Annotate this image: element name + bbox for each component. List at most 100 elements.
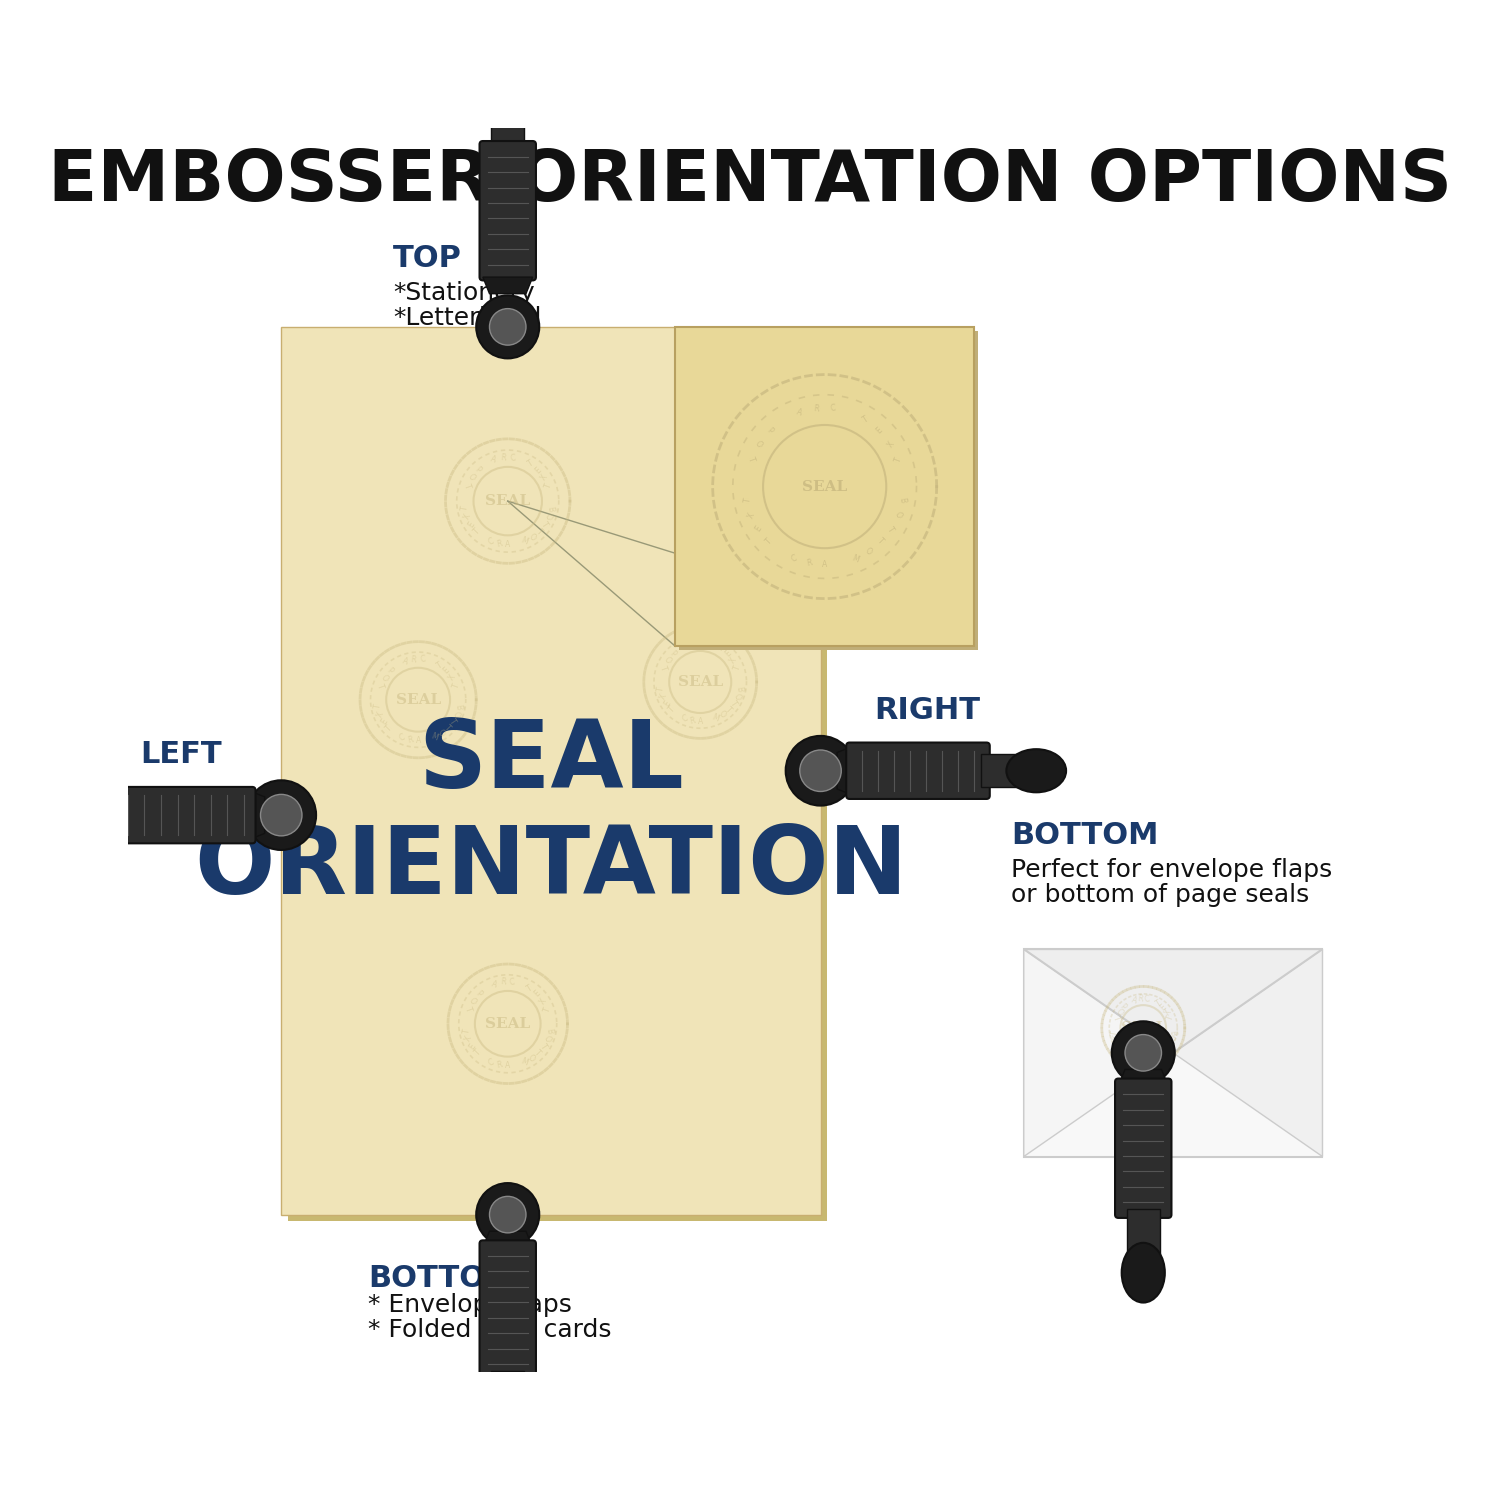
- Text: T: T: [1112, 1014, 1120, 1022]
- FancyBboxPatch shape: [490, 1371, 525, 1416]
- Text: O: O: [378, 674, 390, 682]
- Text: * Folded note cards: * Folded note cards: [369, 1318, 612, 1342]
- Text: T: T: [452, 682, 462, 690]
- Text: X: X: [747, 512, 758, 519]
- Text: T: T: [1162, 1040, 1173, 1048]
- Text: T: T: [658, 664, 668, 672]
- Text: R: R: [496, 1060, 502, 1070]
- Text: C: C: [398, 732, 406, 742]
- Text: E: E: [1114, 1040, 1124, 1048]
- FancyBboxPatch shape: [675, 327, 974, 646]
- Text: T: T: [442, 723, 452, 734]
- Text: T: T: [462, 483, 472, 490]
- Text: E: E: [466, 520, 476, 530]
- Text: SEAL: SEAL: [1120, 1022, 1166, 1035]
- Text: A: A: [1130, 996, 1137, 1005]
- FancyBboxPatch shape: [288, 333, 827, 1221]
- Text: E: E: [532, 988, 542, 999]
- Text: E: E: [442, 666, 452, 675]
- Text: T: T: [447, 717, 458, 726]
- Text: T: T: [742, 496, 753, 504]
- Text: T: T: [374, 704, 382, 710]
- Text: M: M: [520, 536, 530, 546]
- Circle shape: [489, 309, 526, 345]
- Text: O: O: [466, 996, 478, 1006]
- Text: *Letterhead: *Letterhead: [393, 306, 542, 330]
- Text: *Stationery: *Stationery: [393, 280, 536, 304]
- Text: T: T: [894, 456, 903, 464]
- Text: M: M: [850, 554, 859, 564]
- Text: T: T: [885, 525, 896, 534]
- Text: O: O: [465, 472, 477, 483]
- Text: T: T: [717, 644, 726, 654]
- Text: B: B: [897, 496, 908, 504]
- Text: C: C: [420, 654, 426, 664]
- Ellipse shape: [20, 794, 80, 837]
- Text: X: X: [447, 674, 458, 682]
- Text: T: T: [1118, 1044, 1128, 1053]
- Text: O: O: [542, 1035, 552, 1044]
- Text: A: A: [1140, 1053, 1146, 1062]
- Text: T: T: [462, 1028, 471, 1033]
- Text: O: O: [1155, 1047, 1164, 1058]
- Text: O: O: [662, 656, 672, 666]
- Text: B: B: [453, 704, 464, 710]
- Text: T: T: [1166, 1014, 1176, 1022]
- Text: P: P: [474, 988, 483, 999]
- Text: T: T: [729, 699, 738, 708]
- Text: R: R: [693, 638, 699, 648]
- Text: R: R: [500, 978, 507, 987]
- Text: BOTTOM: BOTTOM: [369, 1264, 516, 1293]
- Circle shape: [476, 296, 540, 358]
- Text: T: T: [532, 1048, 543, 1058]
- Text: X: X: [464, 1035, 474, 1042]
- Text: T: T: [460, 506, 470, 512]
- Text: X: X: [462, 513, 472, 520]
- Text: O: O: [732, 692, 742, 700]
- Polygon shape: [1024, 950, 1323, 1053]
- Text: O: O: [436, 728, 445, 738]
- Text: X: X: [1112, 1035, 1122, 1042]
- Text: C: C: [488, 1058, 495, 1068]
- Text: M: M: [1149, 1050, 1160, 1060]
- Text: T: T: [464, 1007, 474, 1013]
- Text: T: T: [1154, 998, 1162, 1008]
- Text: C: C: [1128, 1050, 1136, 1060]
- Text: T: T: [526, 459, 536, 470]
- Text: T: T: [861, 416, 870, 424]
- Text: T: T: [1110, 1030, 1119, 1036]
- Text: A: A: [822, 561, 828, 570]
- Text: SEAL: SEAL: [396, 693, 441, 706]
- Text: P: P: [386, 666, 394, 675]
- Text: T: T: [723, 705, 734, 714]
- Text: P: P: [472, 465, 482, 476]
- Text: T: T: [764, 537, 774, 546]
- FancyBboxPatch shape: [480, 141, 536, 280]
- FancyBboxPatch shape: [76, 798, 122, 831]
- Text: A: A: [506, 540, 510, 549]
- Text: A: A: [698, 717, 703, 726]
- Text: T: T: [542, 1007, 552, 1013]
- Polygon shape: [483, 1232, 532, 1248]
- Text: T: T: [746, 456, 756, 464]
- Text: C: C: [1143, 994, 1149, 1004]
- Text: A: A: [684, 639, 692, 650]
- Text: * Envelope flaps: * Envelope flaps: [369, 1293, 572, 1317]
- Text: O: O: [528, 531, 537, 543]
- Polygon shape: [248, 790, 264, 840]
- Text: E: E: [753, 525, 764, 534]
- Text: B: B: [544, 1028, 554, 1035]
- Text: X: X: [538, 472, 549, 482]
- Text: Perfect for envelope flaps: Perfect for envelope flaps: [1011, 858, 1332, 882]
- FancyBboxPatch shape: [846, 742, 990, 800]
- Text: O: O: [717, 710, 728, 720]
- Text: R: R: [495, 538, 502, 549]
- Text: C: C: [486, 536, 495, 546]
- Circle shape: [261, 795, 302, 836]
- FancyBboxPatch shape: [981, 754, 1026, 788]
- Ellipse shape: [1007, 748, 1066, 792]
- Text: A: A: [490, 980, 498, 990]
- Text: C: C: [681, 712, 688, 723]
- Text: A: A: [416, 736, 422, 746]
- Text: BOTTOM: BOTTOM: [1011, 821, 1160, 849]
